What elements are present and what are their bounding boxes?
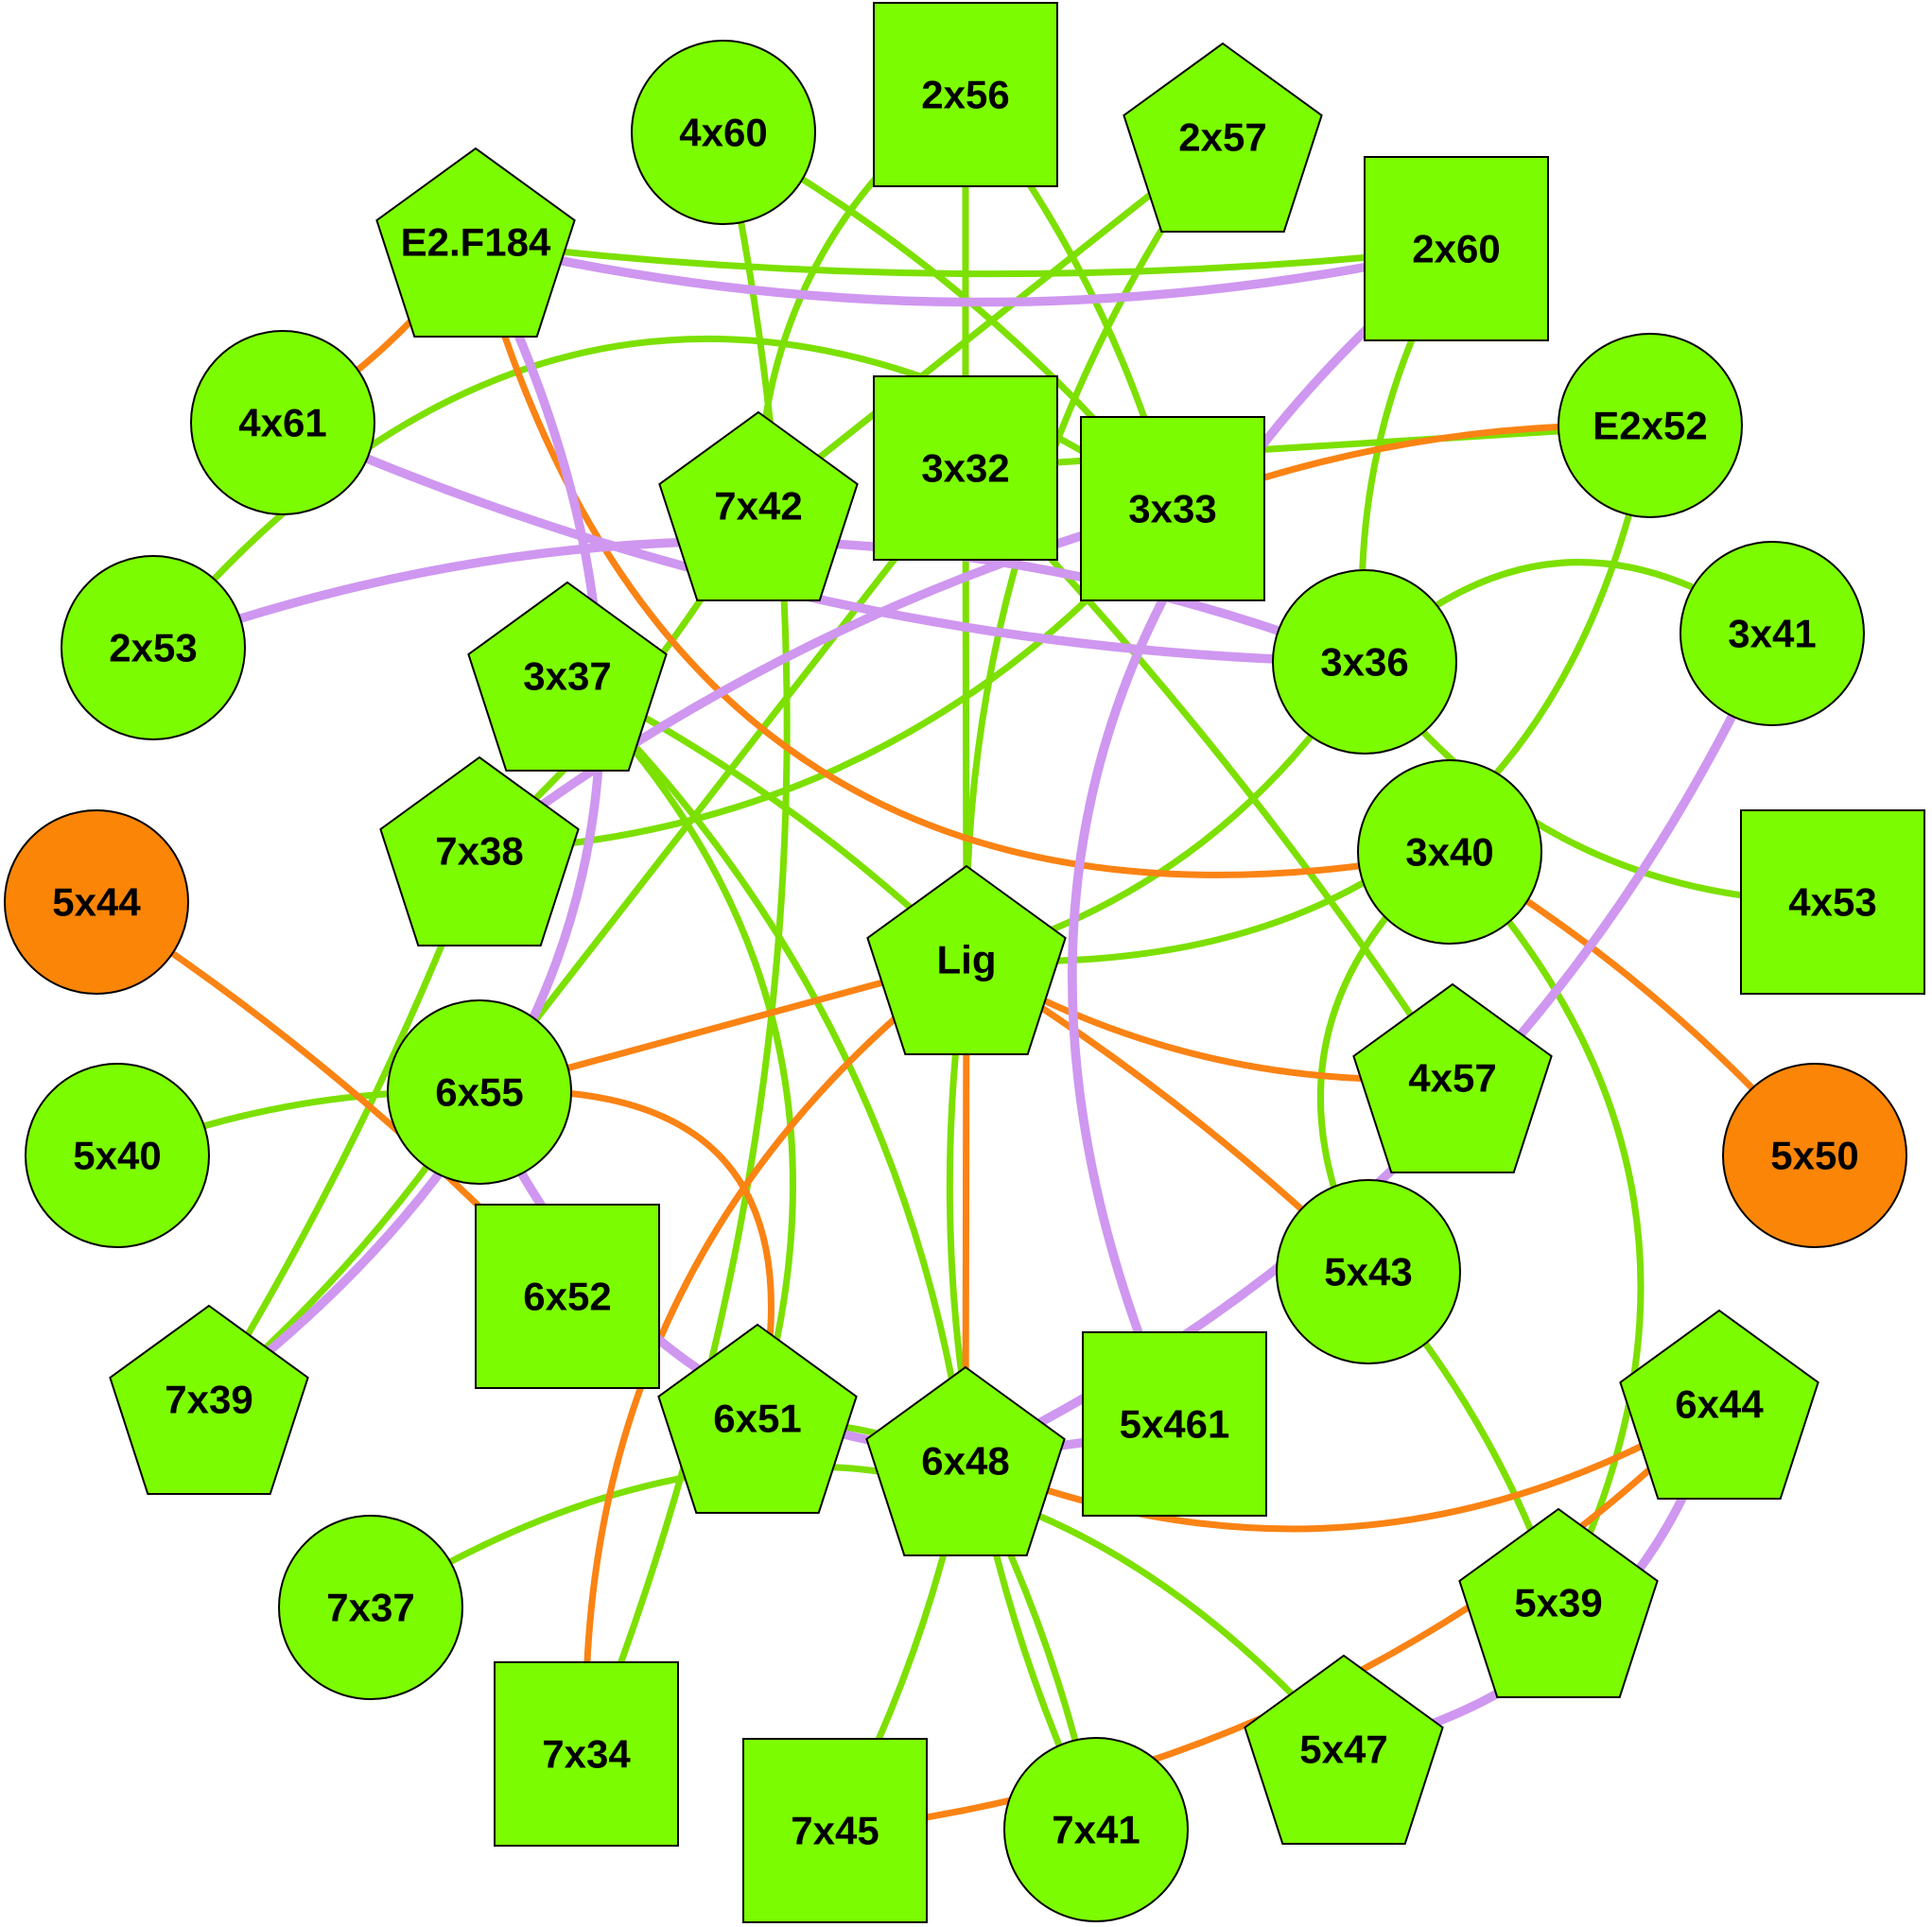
node-5x43[interactable] bbox=[1276, 1179, 1461, 1364]
node-6x44[interactable] bbox=[1619, 1309, 1819, 1500]
node-4x57[interactable] bbox=[1352, 982, 1553, 1173]
node-6x51[interactable] bbox=[657, 1323, 858, 1514]
edge-3x37-6x51-green bbox=[565, 673, 796, 1419]
node-7x45[interactable] bbox=[742, 1738, 928, 1923]
node-5x461[interactable] bbox=[1082, 1331, 1267, 1517]
edge-E2.F184-3x40-orange bbox=[472, 241, 1451, 878]
node-6x52[interactable] bbox=[475, 1204, 660, 1389]
node-3x32[interactable] bbox=[873, 375, 1058, 561]
node-3x37[interactable] bbox=[467, 581, 668, 772]
node-7x42[interactable] bbox=[658, 410, 859, 601]
node-3x40[interactable] bbox=[1357, 759, 1542, 945]
node-7x39[interactable] bbox=[109, 1304, 309, 1495]
node-7x34[interactable] bbox=[494, 1661, 679, 1847]
node-7x38[interactable] bbox=[379, 755, 580, 946]
node-2x60[interactable] bbox=[1364, 156, 1549, 341]
node-5x39[interactable] bbox=[1458, 1507, 1659, 1698]
node-6x48[interactable] bbox=[865, 1365, 1066, 1556]
node-Lig[interactable] bbox=[866, 864, 1067, 1055]
node-3x41[interactable] bbox=[1680, 541, 1865, 726]
edge-E2.F184-2x60-green bbox=[475, 238, 1457, 278]
node-E2x52[interactable] bbox=[1558, 333, 1743, 518]
node-4x60[interactable] bbox=[631, 40, 816, 225]
node-2x56[interactable] bbox=[873, 2, 1058, 187]
node-6x55[interactable] bbox=[387, 999, 572, 1185]
edge-4x60-7x34-green bbox=[583, 131, 791, 1756]
node-2x57[interactable] bbox=[1123, 42, 1323, 233]
node-5x50[interactable] bbox=[1722, 1063, 1907, 1248]
edge-3x33-7x38-purple bbox=[477, 504, 1175, 855]
edge-E2.F184-7x39-purple bbox=[206, 239, 605, 1403]
edge-6x48-6x44-orange bbox=[964, 1400, 1721, 1533]
node-5x40[interactable] bbox=[25, 1063, 210, 1248]
node-4x61[interactable] bbox=[190, 330, 375, 515]
node-7x37[interactable] bbox=[278, 1515, 463, 1700]
node-3x36[interactable] bbox=[1272, 569, 1457, 755]
node-5x44[interactable] bbox=[4, 809, 189, 995]
edge-E2x52-3x32-green bbox=[965, 422, 1651, 472]
node-2x53[interactable] bbox=[61, 555, 246, 740]
node-3x33[interactable] bbox=[1080, 416, 1265, 601]
edge-Lig-7x34-orange bbox=[582, 957, 969, 1755]
edge-E2.F184-2x60-purple bbox=[474, 237, 1458, 307]
node-5x47[interactable] bbox=[1244, 1654, 1444, 1845]
node-4x53[interactable] bbox=[1740, 809, 1925, 995]
edge-2x60-5x461-purple bbox=[1068, 245, 1460, 1426]
edge-3x40-5x39-green bbox=[1447, 849, 1645, 1605]
node-E2.F184[interactable] bbox=[375, 147, 576, 338]
edge-3x37-6x48-green bbox=[565, 673, 969, 1462]
node-7x41[interactable] bbox=[1003, 1737, 1189, 1922]
